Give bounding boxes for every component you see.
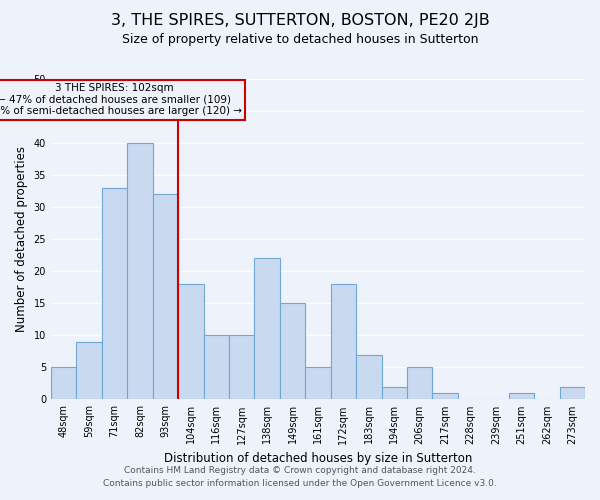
Bar [76,342,102,400]
Bar [127,143,152,400]
Bar [254,258,280,400]
Text: 3 THE SPIRES: 102sqm
← 47% of detached houses are smaller (109)
52% of semi-deta: 3 THE SPIRES: 102sqm ← 47% of detached h… [0,83,242,116]
Bar [509,393,534,400]
Bar [152,194,178,400]
Bar [178,284,203,400]
Bar [433,393,458,400]
Bar [280,304,305,400]
Bar [356,354,382,400]
Bar [560,386,585,400]
Bar [51,368,76,400]
Bar [305,368,331,400]
Bar [382,386,407,400]
Bar [407,368,433,400]
Text: 3, THE SPIRES, SUTTERTON, BOSTON, PE20 2JB: 3, THE SPIRES, SUTTERTON, BOSTON, PE20 2… [110,12,490,28]
Text: Contains HM Land Registry data © Crown copyright and database right 2024.
Contai: Contains HM Land Registry data © Crown c… [103,466,497,487]
Bar [102,188,127,400]
Bar [229,336,254,400]
Y-axis label: Number of detached properties: Number of detached properties [15,146,28,332]
Bar [331,284,356,400]
Bar [203,336,229,400]
Text: Size of property relative to detached houses in Sutterton: Size of property relative to detached ho… [122,32,478,46]
X-axis label: Distribution of detached houses by size in Sutterton: Distribution of detached houses by size … [164,452,472,465]
